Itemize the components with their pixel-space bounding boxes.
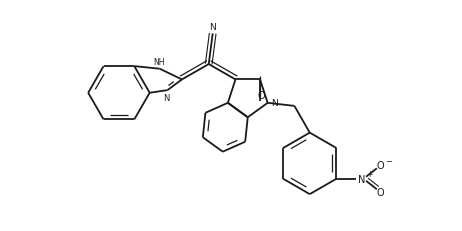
Text: N: N: [271, 98, 278, 107]
Text: O: O: [257, 91, 265, 100]
Text: N: N: [209, 23, 216, 32]
Text: N: N: [164, 94, 170, 103]
Text: NH: NH: [153, 58, 164, 67]
Text: −: −: [385, 157, 392, 166]
Text: O: O: [376, 160, 384, 170]
Text: N: N: [358, 174, 365, 184]
Text: +: +: [366, 169, 373, 178]
Text: O: O: [376, 188, 384, 198]
